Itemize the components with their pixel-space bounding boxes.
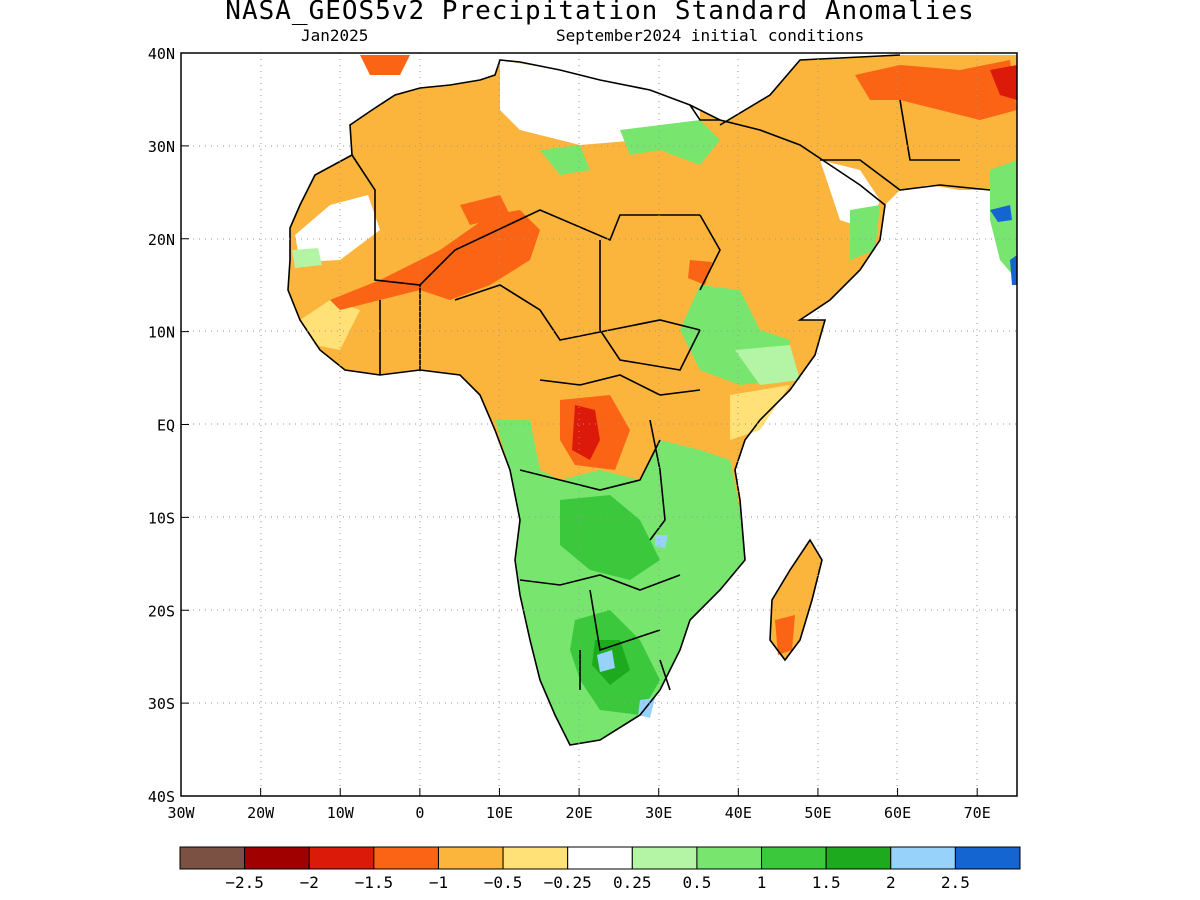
lat-tick-label: 30N — [148, 138, 175, 156]
colorbar-label: −0.5 — [484, 873, 523, 892]
colorbar-label: −0.25 — [544, 873, 592, 892]
lon-tick-label: 0 — [415, 804, 424, 822]
colorbar-label: −2 — [300, 873, 319, 892]
lon-tick-label: 70E — [964, 804, 991, 822]
colorbar-label: 2 — [886, 873, 896, 892]
latitude-ticks: 40N 30N 20N 10N EQ 10S 20S 30S 40S — [148, 45, 189, 806]
colorbar-swatch — [696, 846, 763, 870]
lon-tick-label: 60E — [884, 804, 911, 822]
colorbar-swatch — [567, 846, 633, 870]
lat-tick-label: 10S — [148, 509, 175, 527]
colorbar-label: 2.5 — [941, 873, 970, 892]
anomaly-field — [288, 55, 1017, 745]
lon-tick-label: 20E — [566, 804, 593, 822]
initial-conditions: September2024 initial conditions — [556, 26, 865, 45]
grid-lines — [181, 53, 1017, 796]
colorbar-swatch — [244, 846, 310, 870]
coastlines — [287, 54, 991, 746]
colorbar-swatch — [825, 846, 892, 870]
colorbar-swatch — [502, 846, 569, 870]
lat-tick-label: 20N — [148, 231, 175, 249]
colorbar-label: −1 — [429, 873, 448, 892]
colorbar-swatch — [890, 846, 956, 870]
lat-tick-label: 40S — [148, 788, 175, 806]
colorbar-swatch — [954, 846, 1021, 870]
lat-tick-label: EQ — [157, 417, 175, 435]
lat-tick-label: 30S — [148, 695, 175, 713]
lon-tick-label: 20W — [247, 804, 275, 822]
colorbar-label: −1.5 — [355, 873, 394, 892]
lat-tick-label: 40N — [148, 45, 175, 63]
colorbar-label: −2.5 — [225, 873, 264, 892]
lon-tick-label: 30W — [167, 804, 195, 822]
forecast-month: Jan2025 — [301, 26, 369, 45]
colorbar-label: 1 — [757, 873, 767, 892]
colorbar-swatch — [179, 846, 246, 870]
colorbar-label: 1.5 — [812, 873, 841, 892]
colorbar-label: 0.5 — [682, 873, 711, 892]
lon-tick-label: 10W — [327, 804, 355, 822]
colorbar-label: 0.25 — [613, 873, 652, 892]
colorbar-swatch — [437, 846, 504, 870]
lon-tick-label: 30E — [645, 804, 672, 822]
lon-tick-label: 10E — [486, 804, 513, 822]
lat-tick-label: 20S — [148, 602, 175, 620]
colorbar-swatch — [308, 846, 375, 870]
longitude-ticks: 30W 20W 10W 0 10E 20E 30E 40E 50E 60E 70E — [167, 788, 991, 822]
map-title: NASA_GEOS5v2 Precipitation Standard Anom… — [225, 0, 975, 26]
colorbar-swatch — [373, 846, 439, 870]
lon-tick-label: 50E — [804, 804, 831, 822]
lon-tick-label: 40E — [725, 804, 752, 822]
colorbar-swatch — [631, 846, 698, 870]
lat-tick-label: 10N — [148, 324, 175, 342]
colorbar-swatch — [761, 846, 827, 870]
colorbar: −2.5 −2 −1.5 −1 −0.5 −0.25 0.25 0.5 1 1.5 2 2.5 — [179, 846, 1021, 892]
